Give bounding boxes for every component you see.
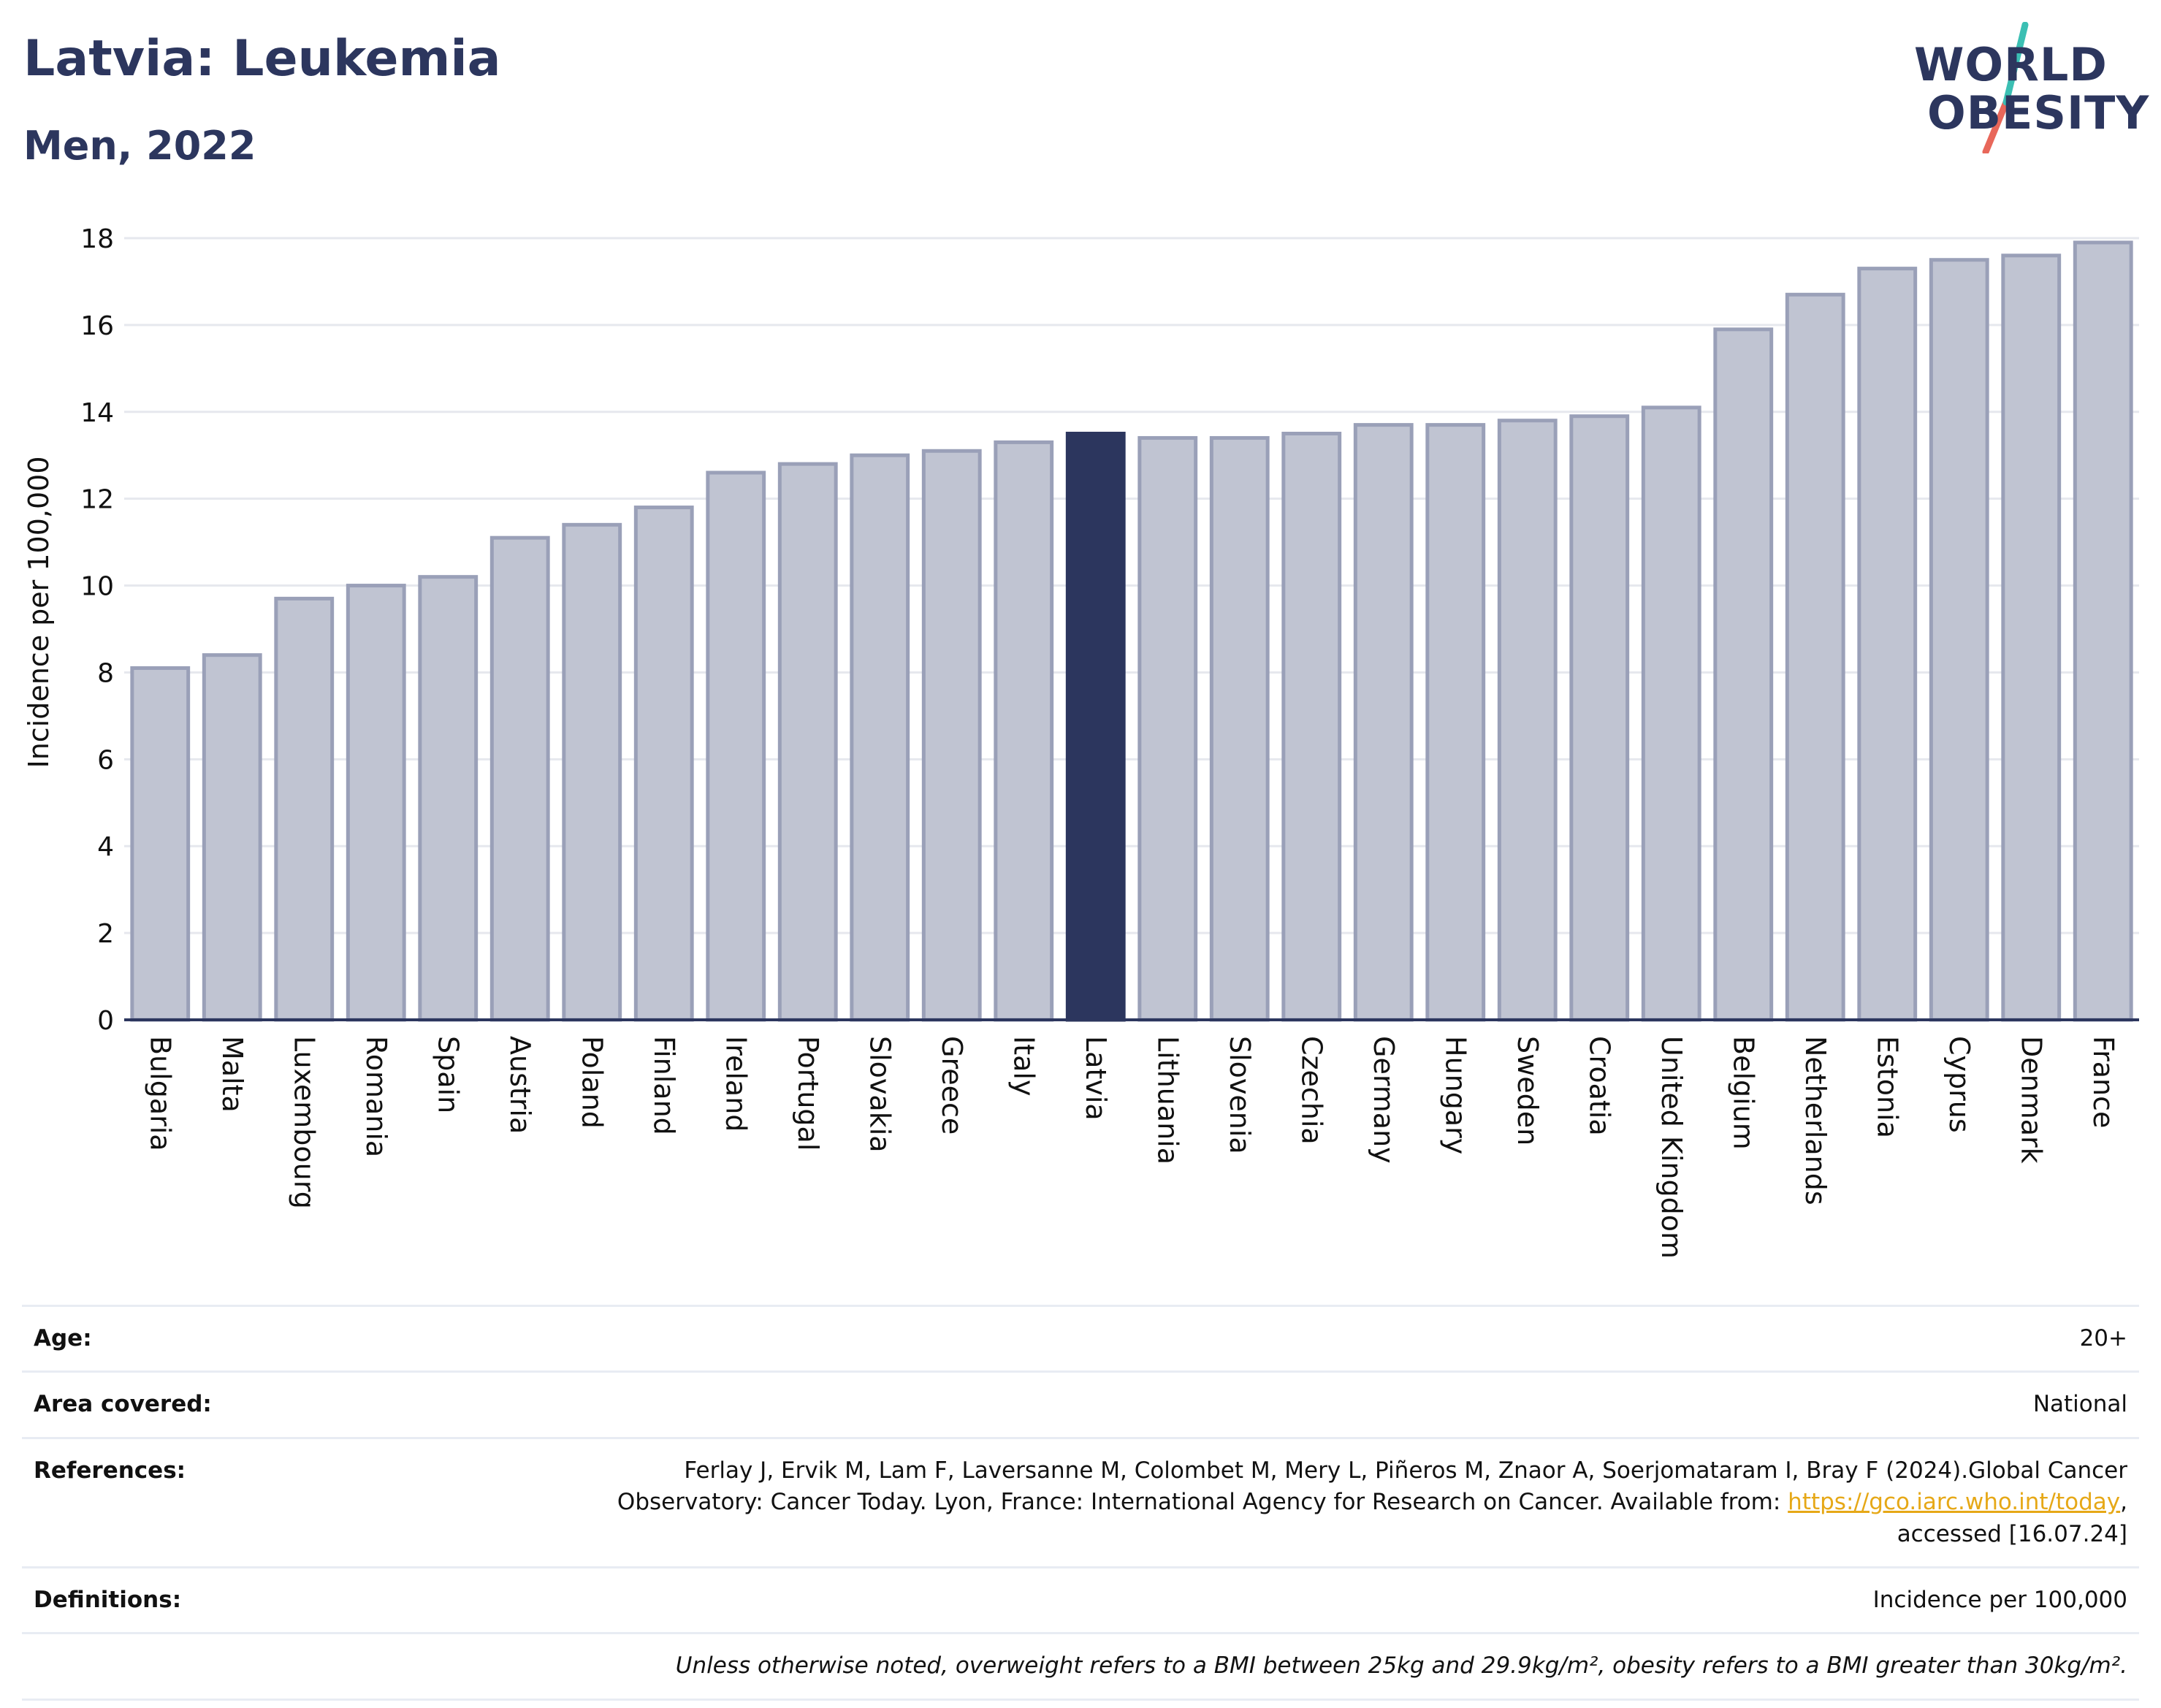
references-value: Ferlay J, Ervik M, Lam F, Laversanne M, …	[454, 1438, 2139, 1567]
bar-denmark[interactable]	[2001, 253, 2062, 1022]
x-tick-label: Luxembourg	[288, 1036, 320, 1209]
world-obesity-logo: WORLD OBESITY	[1899, 22, 2150, 153]
bar-chart: 0 2 4 6 8 10 12 14 16 18 Bulgaria Malta Luxembourg R…	[23, 224, 2139, 1259]
info-table: Age: 20+ Area covered: National Referenc…	[22, 1305, 2139, 1701]
x-tick-label: Lithuania	[1151, 1036, 1184, 1164]
info-row-note: Unless otherwise noted, overweight refer…	[22, 1633, 2139, 1700]
x-tick-label: Sweden	[1512, 1036, 1544, 1145]
bar-portugal[interactable]	[777, 462, 838, 1022]
bar-slovakia[interactable]	[850, 453, 910, 1022]
logo-text-world: WORLD	[1914, 38, 2108, 91]
bar-sweden[interactable]	[1497, 419, 1558, 1022]
y-tick-label: 14	[80, 398, 114, 428]
bar-bulgaria[interactable]	[130, 666, 191, 1022]
bar-cyprus[interactable]	[1929, 258, 1989, 1022]
x-tick-label: Belgium	[1727, 1036, 1759, 1150]
bar-poland[interactable]	[562, 522, 622, 1022]
logo-slash-icon	[1982, 22, 2029, 153]
info-row-definitions: Definitions: Incidence per 100,000	[22, 1567, 2139, 1633]
references-line3: accessed [16.07.24]	[1897, 1520, 2127, 1547]
x-tick-labels: Bulgaria Malta Luxembourg Romania Spain Austr…	[144, 1036, 2119, 1259]
x-tick-label: Bulgaria	[144, 1036, 176, 1151]
bar-estonia[interactable]	[1857, 267, 1918, 1022]
age-label: Age:	[34, 1325, 92, 1351]
references-line1: Ferlay J, Ervik M, Lam F, Laversanne M, …	[684, 1457, 2127, 1484]
x-tick-label: Slovenia	[1224, 1036, 1256, 1154]
info-row-references: References: Ferlay J, Ervik M, Lam F, La…	[22, 1438, 2139, 1567]
info-row-age: Age: 20+	[22, 1305, 2139, 1372]
age-value: 20+	[2079, 1325, 2127, 1351]
bar-lithuania[interactable]	[1137, 435, 1198, 1022]
bar-finland[interactable]	[633, 506, 694, 1022]
x-tick-label: Netherlands	[1799, 1036, 1832, 1205]
x-tick-label: Finland	[648, 1036, 680, 1135]
bar-slovenia[interactable]	[1209, 435, 1270, 1022]
y-tick-labels: 0 2 4 6 8 10 12 14 16 18	[80, 224, 114, 1036]
area-label: Area covered:	[34, 1391, 212, 1418]
y-tick-label: 4	[97, 832, 114, 862]
chart-subtitle: Men, 2022	[23, 123, 256, 169]
bar-croatia[interactable]	[1569, 414, 1630, 1022]
y-tick-label: 2	[97, 919, 114, 949]
x-tick-label: Ireland	[720, 1036, 752, 1132]
definitions-value: Incidence per 100,000	[1872, 1586, 2127, 1613]
bar-hungary[interactable]	[1425, 423, 1486, 1022]
bar-belgium[interactable]	[1713, 327, 1774, 1022]
y-tick-label: 16	[80, 311, 114, 341]
x-tick-label: France	[2087, 1036, 2119, 1128]
bar-netherlands[interactable]	[1785, 292, 1845, 1022]
chart-title: Latvia: Leukemia	[23, 30, 501, 88]
x-tick-label: Czechia	[1295, 1036, 1327, 1145]
references-link[interactable]: https://gco.iarc.who.int/today	[1788, 1489, 2121, 1516]
y-axis-label: Incidence per 100,000	[23, 456, 55, 768]
definitions-label: Definitions:	[34, 1586, 182, 1613]
bar-germany[interactable]	[1353, 423, 1414, 1022]
references-label: References:	[34, 1457, 186, 1484]
y-tick-label: 8	[97, 658, 114, 688]
y-tick-label: 6	[97, 745, 114, 775]
y-tick-label: 10	[80, 572, 114, 602]
x-tick-label: Portugal	[792, 1036, 824, 1151]
bar-latvia[interactable]	[1065, 432, 1126, 1022]
bar-france[interactable]	[2073, 240, 2133, 1022]
x-tick-label: Malta	[216, 1036, 248, 1113]
bar-austria[interactable]	[489, 535, 550, 1022]
x-tick-label: Romania	[360, 1036, 392, 1157]
references-line2: Observatory: Cancer Today. Lyon, France:…	[617, 1489, 1788, 1516]
bar-romania[interactable]	[346, 584, 406, 1022]
bmi-note: Unless otherwise noted, overweight refer…	[675, 1652, 2127, 1680]
bars	[130, 240, 2133, 1022]
x-tick-label: Austria	[504, 1036, 536, 1134]
bar-spain[interactable]	[418, 575, 479, 1022]
x-tick-label: Latvia	[1080, 1036, 1112, 1121]
x-tick-label: United Kingdom	[1655, 1036, 1688, 1259]
x-tick-label: Denmark	[2015, 1036, 2047, 1164]
x-tick-label: Spain	[432, 1036, 464, 1113]
bar-italy[interactable]	[994, 440, 1054, 1022]
area-value: National	[2032, 1391, 2127, 1418]
x-tick-label: Poland	[576, 1036, 608, 1129]
x-tick-label: Germany	[1368, 1036, 1400, 1164]
bar-luxembourg[interactable]	[274, 596, 335, 1022]
y-tick-label: 0	[97, 1006, 114, 1036]
info-row-area: Area covered: National	[22, 1371, 2139, 1438]
x-tick-label: Greece	[936, 1036, 968, 1135]
references-line2-end: ,	[2120, 1489, 2127, 1516]
logo-text-obesity: OBESITY	[1927, 86, 2150, 140]
bar-malta[interactable]	[202, 653, 262, 1022]
x-tick-label: Cyprus	[1943, 1036, 1975, 1133]
bar-united-kingdom[interactable]	[1641, 405, 1701, 1022]
bar-greece[interactable]	[921, 449, 982, 1022]
y-tick-label: 18	[80, 224, 114, 254]
x-tick-label: Croatia	[1583, 1036, 1615, 1136]
x-tick-label: Slovakia	[864, 1036, 896, 1153]
x-tick-label: Estonia	[1871, 1036, 1903, 1138]
bar-ireland[interactable]	[706, 470, 766, 1022]
x-tick-label: Hungary	[1439, 1036, 1471, 1154]
bar-czechia[interactable]	[1281, 432, 1342, 1022]
x-tick-label: Italy	[1007, 1036, 1040, 1096]
y-tick-label: 12	[80, 485, 114, 515]
